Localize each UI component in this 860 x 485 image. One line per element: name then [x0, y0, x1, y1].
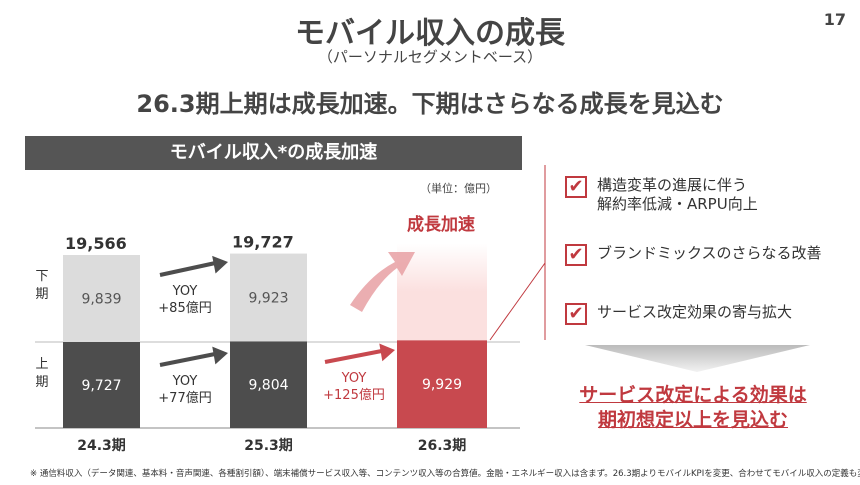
arrow-icon-head — [212, 346, 228, 365]
check-box-icon: ✔ — [565, 176, 587, 198]
arrow-icon-head — [212, 255, 228, 274]
point-item: ✔ サービス改定効果の寄与拡大 — [565, 303, 792, 325]
category-label: 24.3期 — [77, 438, 126, 454]
total-label: 19,566 — [65, 234, 127, 253]
row-label: 下 — [35, 269, 48, 284]
bar-first-half — [63, 342, 140, 428]
growth-arrow-icon — [350, 252, 415, 312]
point-item: ✔ ブランドミックスのさらなる改善 — [565, 244, 822, 266]
row-label: 期 — [35, 375, 48, 390]
footnote: ※ 通信料収入（データ関連、基本料・音声関連、各種割引額）、端末補償サービス収入… — [30, 469, 860, 479]
total-label: 19,727 — [232, 233, 294, 252]
yoy-label: YOY — [341, 371, 367, 386]
point-item: ✔ 構造変革の進展に伴う 解約率低減・ARPU向上 — [565, 176, 758, 214]
yoy-label: +77億円 — [158, 390, 211, 406]
bar-label: 9,923 — [248, 290, 288, 306]
down-chevron-icon — [585, 345, 810, 372]
bar-second-half — [230, 253, 307, 342]
growth-label: 成長加速 — [407, 214, 475, 235]
unit-label: （単位：億円） — [420, 182, 497, 195]
yoy-label: YOY — [172, 374, 198, 389]
page-title: モバイル収入の成長 — [295, 16, 565, 51]
page-subtitle: （パーソナルセグメントベース） — [317, 48, 543, 66]
bar-label: 9,839 — [81, 292, 121, 308]
bar-first-half — [230, 341, 307, 428]
row-label: 上 — [35, 357, 48, 372]
category-label: 26.3期 — [418, 438, 467, 454]
yoy-label: +85億円 — [158, 300, 211, 316]
conclusion-line: サービス改定による効果は — [579, 384, 807, 406]
point-text: 解約率低減・ARPU向上 — [597, 195, 758, 213]
arrow-icon — [159, 351, 221, 367]
bar-label: 9,727 — [81, 378, 121, 394]
row-label: 期 — [35, 287, 48, 302]
bar-second-half — [63, 255, 140, 342]
arrow-icon — [159, 260, 221, 277]
yoy-label: YOY — [172, 284, 198, 299]
arrow-icon — [324, 348, 388, 364]
conclusion-line: 期初想定以上を見込む — [597, 409, 788, 431]
point-text: 構造変革の進展に伴う — [597, 176, 748, 194]
arrow-icon-head — [379, 343, 395, 362]
chart-title: モバイル収入*の成長加速 — [25, 136, 522, 170]
check-box-icon: ✔ — [565, 244, 587, 266]
bar-second-half-forecast — [397, 243, 487, 341]
category-label: 25.3期 — [244, 438, 293, 454]
yoy-label: +125億円 — [323, 387, 385, 403]
bar-first-half — [397, 340, 487, 428]
headline: 26.3期上期は成長加速。下期はさらなる成長を見込む — [136, 90, 724, 118]
bar-label: 9,929 — [422, 377, 462, 393]
point-text: ブランドミックスのさらなる改善 — [597, 244, 822, 262]
point-text: サービス改定効果の寄与拡大 — [597, 303, 793, 321]
bar-label: 9,804 — [248, 378, 288, 394]
connector-line — [489, 262, 546, 341]
page-number: 17 — [823, 10, 846, 29]
conclusion: サービス改定による効果は 期初想定以上を見込む — [548, 383, 838, 433]
check-box-icon: ✔ — [565, 303, 587, 325]
